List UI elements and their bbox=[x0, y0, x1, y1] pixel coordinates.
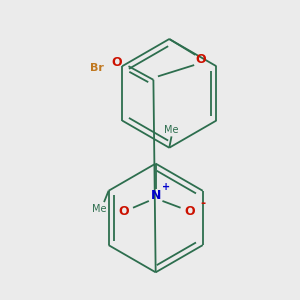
Text: O: O bbox=[112, 56, 122, 69]
Text: -: - bbox=[201, 197, 206, 210]
Text: O: O bbox=[196, 53, 206, 66]
Text: O: O bbox=[118, 205, 129, 218]
Text: N: N bbox=[151, 189, 161, 202]
Text: Me: Me bbox=[164, 124, 179, 135]
Text: Br: Br bbox=[90, 64, 104, 74]
Text: +: + bbox=[162, 182, 170, 192]
Text: Me: Me bbox=[92, 204, 107, 214]
Text: O: O bbox=[184, 205, 195, 218]
